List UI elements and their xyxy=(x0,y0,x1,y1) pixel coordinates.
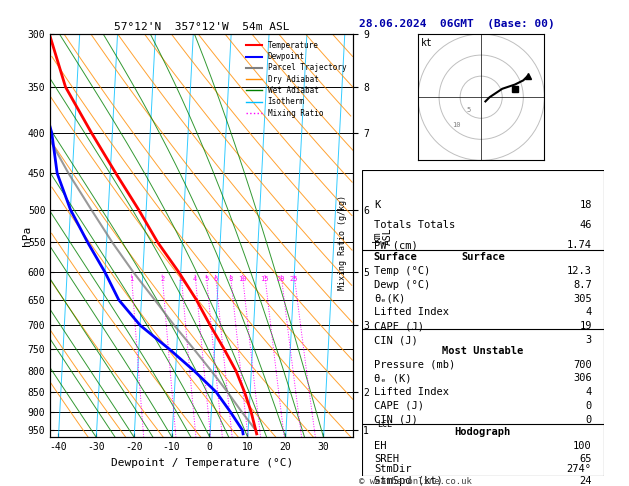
Text: Totals Totals: Totals Totals xyxy=(374,220,455,230)
Legend: Temperature, Dewpoint, Parcel Trajectory, Dry Adiabat, Wet Adiabat, Isotherm, Mi: Temperature, Dewpoint, Parcel Trajectory… xyxy=(243,38,350,121)
Y-axis label: km
ASL: km ASL xyxy=(372,227,393,244)
Text: Surface: Surface xyxy=(374,252,418,262)
Text: 4: 4 xyxy=(193,276,197,282)
Text: Lifted Index: Lifted Index xyxy=(374,387,448,397)
Text: 28.06.2024  06GMT  (Base: 00): 28.06.2024 06GMT (Base: 00) xyxy=(359,19,554,30)
Text: θₑ (K): θₑ (K) xyxy=(374,373,411,383)
Text: 4: 4 xyxy=(586,387,592,397)
Text: 1: 1 xyxy=(130,276,133,282)
Text: 46: 46 xyxy=(579,220,592,230)
Text: K: K xyxy=(374,200,380,210)
Text: 700: 700 xyxy=(573,360,592,369)
Text: StmDir: StmDir xyxy=(374,464,411,474)
Text: EH: EH xyxy=(374,441,386,451)
Text: 4: 4 xyxy=(586,308,592,317)
Text: CAPE (J): CAPE (J) xyxy=(374,401,424,411)
Text: 19: 19 xyxy=(579,321,592,331)
Text: Mixing Ratio (g/kg): Mixing Ratio (g/kg) xyxy=(338,195,347,291)
Text: 3: 3 xyxy=(179,276,183,282)
Text: © weatheronline.co.uk: © weatheronline.co.uk xyxy=(359,477,471,486)
Text: 306: 306 xyxy=(573,373,592,383)
Text: Surface: Surface xyxy=(461,252,504,262)
Text: LCL: LCL xyxy=(377,420,392,429)
Text: 8: 8 xyxy=(228,276,233,282)
Text: kt: kt xyxy=(421,38,432,48)
Text: 65: 65 xyxy=(579,454,592,464)
Text: SREH: SREH xyxy=(374,454,399,464)
Text: 3: 3 xyxy=(586,335,592,345)
Text: StmSpd (kt): StmSpd (kt) xyxy=(374,476,443,486)
Text: 0: 0 xyxy=(586,415,592,425)
Text: CAPE (J): CAPE (J) xyxy=(374,321,424,331)
Text: Lifted Index: Lifted Index xyxy=(374,308,448,317)
X-axis label: Dewpoint / Temperature (°C): Dewpoint / Temperature (°C) xyxy=(111,458,293,468)
Text: 12.3: 12.3 xyxy=(567,266,592,276)
Title: 57°12'N  357°12'W  54m ASL: 57°12'N 357°12'W 54m ASL xyxy=(114,22,289,32)
Text: 5: 5 xyxy=(467,107,470,113)
Text: CIN (J): CIN (J) xyxy=(374,335,418,345)
Text: CIN (J): CIN (J) xyxy=(374,415,418,425)
Text: θₑ(K): θₑ(K) xyxy=(374,294,405,304)
Text: Temp (°C): Temp (°C) xyxy=(374,266,430,276)
Text: 10: 10 xyxy=(452,122,460,128)
Text: 15: 15 xyxy=(260,276,269,282)
Text: Most Unstable: Most Unstable xyxy=(442,346,523,356)
Text: Pressure (mb): Pressure (mb) xyxy=(374,360,455,369)
Text: 1.74: 1.74 xyxy=(567,240,592,250)
Text: Hodograph: Hodograph xyxy=(455,427,511,437)
Text: 18: 18 xyxy=(579,200,592,210)
Text: 2: 2 xyxy=(160,276,164,282)
Text: 100: 100 xyxy=(573,441,592,451)
Text: 8.7: 8.7 xyxy=(573,280,592,290)
Text: 25: 25 xyxy=(290,276,298,282)
Text: 274°: 274° xyxy=(567,464,592,474)
Text: PW (cm): PW (cm) xyxy=(374,240,418,250)
Text: 6: 6 xyxy=(213,276,218,282)
Text: Dewp (°C): Dewp (°C) xyxy=(374,280,430,290)
Text: 20: 20 xyxy=(277,276,286,282)
Y-axis label: hPa: hPa xyxy=(22,226,32,246)
Text: 305: 305 xyxy=(573,294,592,304)
Text: 10: 10 xyxy=(238,276,247,282)
Text: 24: 24 xyxy=(579,476,592,486)
Text: 5: 5 xyxy=(204,276,208,282)
Text: 0: 0 xyxy=(586,401,592,411)
